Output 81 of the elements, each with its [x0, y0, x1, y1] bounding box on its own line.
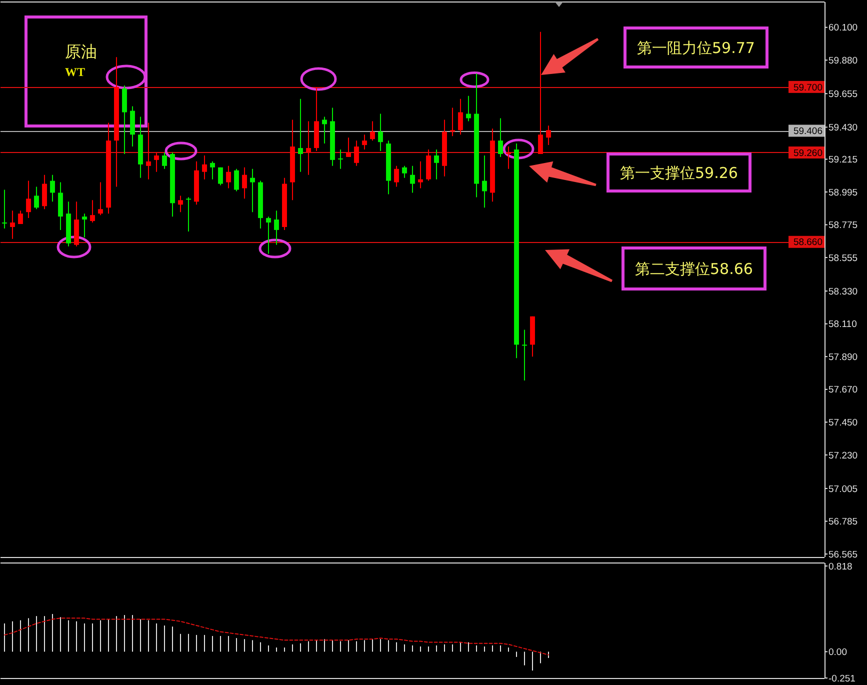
- candlestick: [538, 31, 543, 154]
- candlestick: [370, 120, 375, 142]
- ref-line-label: 59.260: [793, 148, 822, 159]
- candlestick: [482, 154, 487, 208]
- candlestick: [450, 107, 455, 137]
- candlestick: [26, 180, 31, 219]
- ref-line-label: 59.406: [793, 126, 822, 138]
- candlestick: [202, 154, 207, 180]
- y-tick-label: 58.330: [828, 286, 858, 298]
- y-tick-label: 60.100: [828, 22, 858, 34]
- candlestick: [266, 216, 271, 254]
- candlestick: [506, 146, 511, 170]
- candlestick: [122, 84, 127, 154]
- candlestick: [498, 118, 503, 158]
- candlestick: [58, 182, 63, 230]
- candlestick: [18, 210, 23, 225]
- candlestick: [434, 149, 439, 180]
- candlestick: [362, 134, 367, 150]
- annotation: 第一支撑位59.26: [620, 164, 738, 182]
- candlestick: [378, 113, 383, 152]
- text: 原油: [65, 42, 97, 61]
- ref-line-label: 59.700: [793, 82, 822, 94]
- candlestick: [418, 160, 423, 189]
- y-tick-label: 0.00: [828, 647, 847, 658]
- candlestick: [154, 152, 159, 172]
- y-tick-label: 58.775: [828, 220, 858, 232]
- candlestick: [42, 174, 47, 210]
- y-tick-label: 58.555: [828, 252, 858, 264]
- y-tick-label: 57.670: [828, 384, 858, 396]
- candlestick: [306, 120, 311, 176]
- candlestick: [10, 210, 15, 240]
- ref-line-label: 58.660: [793, 237, 822, 248]
- candlestick: [402, 165, 407, 178]
- candlestick: [410, 165, 415, 194]
- y-tick-label: 0.818: [828, 561, 852, 572]
- candlestick: [234, 168, 239, 192]
- candlestick: [90, 200, 95, 224]
- text: WT: [65, 65, 86, 79]
- candlestick: [458, 98, 463, 136]
- y-tick-label: 56.565: [828, 549, 858, 560]
- y-tick-label: 57.230: [828, 450, 858, 462]
- y-tick-label: 58.110: [828, 319, 857, 330]
- candlestick: [82, 213, 87, 238]
- y-tick-label: 59.880: [828, 55, 858, 66]
- candlestick: [522, 329, 527, 381]
- candlestick: [426, 149, 431, 182]
- y-tick-label: 57.450: [828, 417, 858, 428]
- candlestick: [354, 140, 359, 166]
- candlestick: [218, 166, 223, 186]
- candlestick: [226, 165, 231, 189]
- annotation: 第一阻力位59.77: [637, 38, 755, 57]
- y-tick-label: 58.995: [828, 187, 858, 198]
- candlestick: [98, 182, 103, 216]
- candlestick: [162, 152, 167, 170]
- candlestick: [346, 137, 351, 158]
- y-tick-label: 59.430: [828, 122, 858, 134]
- y-tick-label: 57.005: [828, 484, 858, 495]
- candlestick: [186, 196, 191, 232]
- y-tick-label: 59.215: [828, 154, 858, 166]
- candlestick: [34, 186, 39, 210]
- candlestick: [298, 98, 303, 172]
- candlestick: [546, 125, 551, 146]
- candlestick: [274, 210, 279, 246]
- candlestick: [210, 160, 215, 180]
- candlestick: [338, 149, 343, 170]
- candlestick: [2, 189, 7, 229]
- candlestick: [50, 174, 55, 202]
- y-tick-label: 59.655: [828, 88, 858, 100]
- candlestick: [130, 106, 135, 148]
- candlestick: [394, 165, 399, 188]
- line-series: [4, 618, 549, 656]
- candlestick: [466, 95, 471, 122]
- candlestick: [242, 166, 247, 200]
- y-tick-label: 57.890: [828, 352, 858, 363]
- candlestick: [322, 116, 327, 144]
- candlestick: [250, 168, 255, 213]
- candlestick: [146, 122, 151, 180]
- y-tick-label: -0.251: [828, 673, 856, 684]
- y-tick-label: 56.785: [828, 516, 858, 528]
- candlestick: [178, 195, 183, 213]
- annotation: 第二支撑位58.66: [635, 260, 753, 278]
